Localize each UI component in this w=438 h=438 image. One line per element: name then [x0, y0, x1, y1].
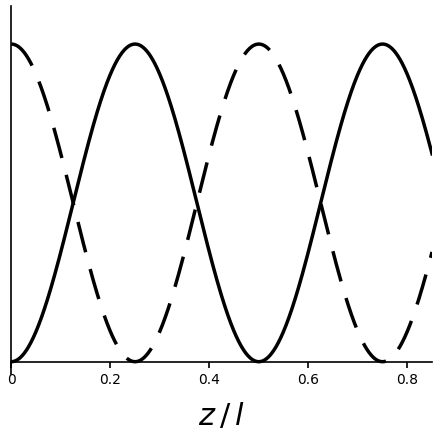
X-axis label: $z\,/\,l$: $z\,/\,l$ [198, 400, 244, 430]
